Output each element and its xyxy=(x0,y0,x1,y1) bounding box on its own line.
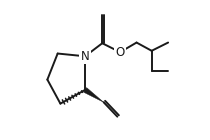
Text: N: N xyxy=(81,50,89,63)
Text: O: O xyxy=(116,46,125,59)
Polygon shape xyxy=(84,88,104,102)
